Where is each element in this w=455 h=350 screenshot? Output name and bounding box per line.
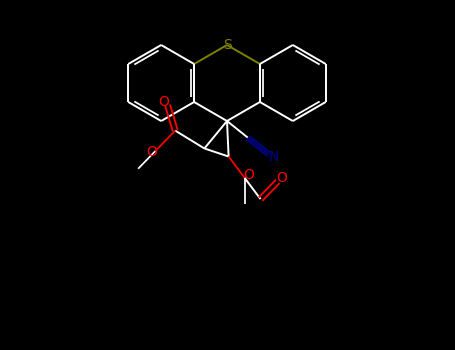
Text: O: O [276,172,287,186]
Text: O: O [243,168,254,182]
Text: O: O [158,95,169,109]
Text: S: S [222,38,232,52]
Text: N: N [268,150,279,164]
Text: O: O [146,145,157,159]
